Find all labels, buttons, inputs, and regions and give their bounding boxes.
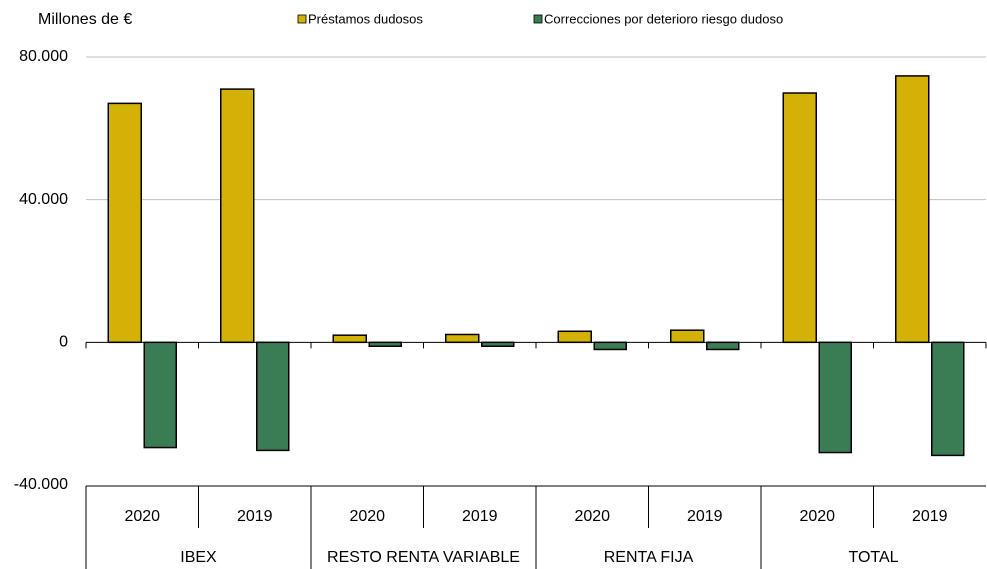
bar: [818, 341, 852, 454]
bar: [256, 341, 290, 452]
group-label: RESTO RENTA VARIABLE: [327, 549, 520, 566]
x-tick-label: 2020: [124, 508, 160, 525]
bar: [931, 341, 965, 457]
x-tick-label: 2019: [912, 508, 948, 525]
group-label: TOTAL: [848, 549, 898, 566]
legend-swatch: [533, 14, 543, 24]
bar: [593, 341, 627, 351]
bar: [481, 341, 515, 348]
y-axis-label: Millones de €: [38, 11, 132, 28]
bar: [368, 341, 402, 348]
bar: [706, 341, 740, 351]
bar: [895, 75, 930, 344]
bar: [107, 102, 142, 344]
bar: [670, 329, 705, 344]
group-label: IBEX: [180, 549, 217, 566]
bar: [143, 341, 177, 449]
bar: [445, 333, 480, 344]
y-tick-label: -40.000: [14, 476, 68, 493]
bar: [220, 88, 255, 344]
x-tick-label: 2019: [687, 508, 723, 525]
x-tick-label: 2019: [237, 508, 273, 525]
y-tick-label: 0: [59, 334, 68, 351]
legend-label: Préstamos dudosos: [308, 11, 423, 26]
x-tick-label: 2020: [349, 508, 385, 525]
group-label: RENTA FIJA: [604, 549, 694, 566]
x-tick-label: 2020: [799, 508, 835, 525]
x-tick-label: 2019: [462, 508, 498, 525]
legend-label: Correcciones por deterioro riesgo dudoso: [544, 11, 783, 26]
bar: [332, 334, 367, 344]
legend-swatch: [297, 14, 307, 24]
y-tick-label: 40.000: [19, 191, 68, 208]
bar: [557, 330, 592, 344]
y-tick-label: 80.000: [19, 48, 68, 65]
bar: [782, 92, 817, 344]
x-tick-label: 2020: [574, 508, 610, 525]
